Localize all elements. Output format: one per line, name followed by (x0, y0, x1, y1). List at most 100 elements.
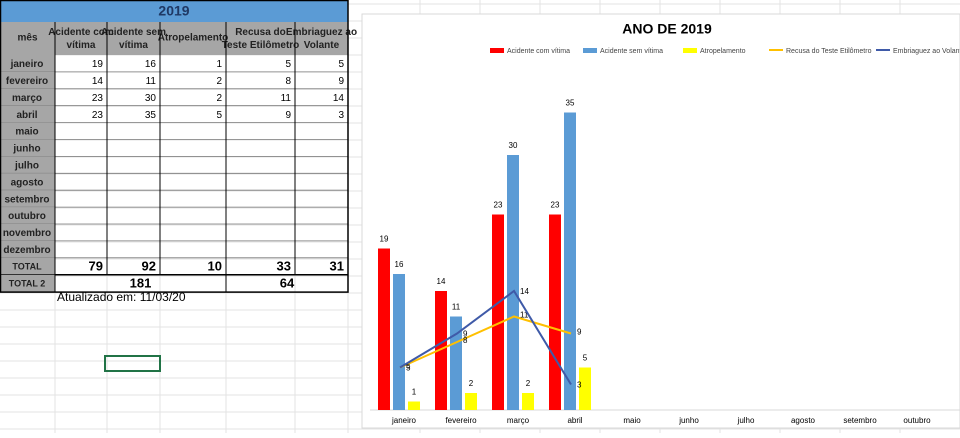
data-label: 9 (577, 328, 582, 337)
table-cell: 31 (330, 259, 344, 274)
header-cell: Acidente sem vítima (101, 27, 166, 51)
row-label: outubro (8, 211, 46, 222)
selected-cell (104, 355, 161, 372)
legend-label: Acidente com vítima (507, 48, 570, 55)
table-cell: 30 (145, 93, 157, 104)
table-cell: 64 (280, 276, 295, 291)
x-tick-label: maio (623, 416, 641, 425)
line (399, 289, 572, 386)
data-label: 19 (380, 235, 389, 244)
data-label: 1 (412, 388, 417, 397)
chart-title: ANO DE 2019 (622, 21, 712, 37)
table-cell: 79 (89, 259, 103, 274)
data-label: 9 (463, 330, 468, 339)
legend-label: Embriaguez ao Volante (893, 48, 960, 55)
bar (435, 291, 447, 410)
x-tick-label: fevereiro (445, 416, 477, 425)
bar (522, 393, 534, 410)
row-label: dezembro (3, 245, 50, 256)
legend-swatch (683, 48, 697, 53)
table-cell: 9 (285, 110, 291, 121)
table-cell: 2 (216, 76, 222, 87)
row-label: TOTAL 2 (9, 279, 46, 289)
data-label: 23 (551, 201, 560, 210)
table-cell: 14 (92, 76, 104, 87)
table-title-bg (0, 0, 348, 22)
row-label: TOTAL (12, 262, 42, 272)
header-cell: Acidente com vítima (48, 27, 114, 51)
table-cell: 8 (285, 76, 291, 87)
row-label: janeiro (10, 59, 44, 70)
table-cell: 11 (281, 93, 292, 104)
month-cell-bg (0, 173, 55, 191)
x-tick-label: outubro (903, 416, 931, 425)
table-cell: 19 (92, 59, 104, 70)
table-cell: 23 (92, 110, 104, 121)
table-cell: 5 (338, 59, 344, 70)
month-cell-bg (0, 105, 55, 123)
bar (393, 274, 405, 410)
data-label: 14 (437, 277, 446, 286)
table-cell: 181 (130, 276, 152, 291)
table-cell: 10 (208, 259, 222, 274)
header-bg (0, 22, 348, 55)
month-cell-bg (0, 71, 55, 89)
data-label: 14 (520, 287, 529, 296)
x-tick-label: janeiro (391, 416, 417, 425)
row-label: setembro (4, 194, 49, 205)
row-label: julho (14, 160, 39, 171)
table-cell: 23 (92, 93, 104, 104)
table-cell: 5 (216, 110, 222, 121)
data-label: 35 (566, 99, 575, 108)
bar (492, 214, 504, 410)
month-cell-bg (0, 207, 55, 224)
month-cell-bg (0, 139, 55, 157)
month-cell-bg (0, 156, 55, 174)
bar (450, 316, 462, 410)
x-tick-label: setembro (843, 416, 877, 425)
table-border (0, 0, 349, 293)
table-cell: 35 (145, 110, 157, 121)
month-cell-bg (0, 240, 55, 258)
row-label: abril (16, 110, 37, 121)
bar (564, 112, 576, 410)
data-label: 2 (526, 379, 531, 388)
header-cell: Recusa do Teste Etilômetro (222, 27, 300, 51)
data-label: 2 (469, 379, 474, 388)
header-cell: Embriaguez ao Volante (286, 27, 357, 51)
table-cell: 9 (338, 76, 344, 87)
x-tick-label: agosto (791, 416, 816, 425)
table-cell: 14 (333, 93, 345, 104)
update-note: Atualizado em: 11/03/20 (57, 290, 186, 304)
month-cell-bg (0, 190, 55, 208)
x-tick-label: abril (567, 416, 582, 425)
data-label: 11 (520, 311, 529, 320)
data-label: 5 (406, 364, 411, 373)
month-cell-bg (0, 88, 55, 106)
row-label: novembro (3, 228, 51, 239)
legend-label: Acidente sem vítima (600, 48, 663, 55)
data-label: 30 (509, 141, 518, 150)
data-label: 16 (395, 260, 404, 269)
data-label: 8 (463, 336, 468, 345)
bar (378, 248, 390, 410)
header-cell: Atropelamento (158, 33, 229, 44)
bar (579, 367, 591, 410)
legend-swatch (583, 48, 597, 53)
table-cell: 3 (338, 110, 344, 121)
bar (408, 401, 420, 410)
bar (465, 393, 477, 410)
line (399, 315, 572, 369)
data-label: 5 (406, 362, 411, 371)
month-cell-bg (0, 257, 55, 275)
x-tick-label: julho (737, 416, 755, 425)
legend-swatch (490, 48, 504, 53)
x-tick-label: março (507, 416, 530, 425)
data-label: 5 (583, 354, 588, 363)
table-title: 2019 (158, 3, 189, 19)
table-cell: 2 (216, 93, 222, 104)
table-cell: 92 (142, 259, 156, 274)
header-cell: mês (17, 33, 37, 44)
row-label: junho (12, 144, 40, 155)
